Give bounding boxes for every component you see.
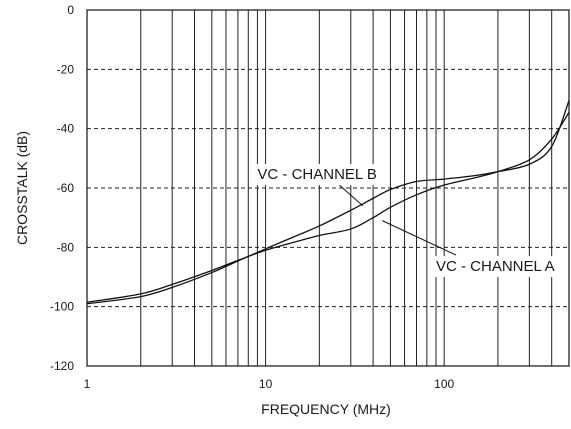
- y-tick-label: -40: [57, 122, 75, 136]
- grid-layer: [87, 10, 569, 366]
- annotation-background: [253, 164, 381, 186]
- series-line-vc-channel-b: [86, 100, 570, 305]
- annotation-background: [432, 256, 559, 278]
- annotation-leader-vc-channel-a: [382, 220, 457, 256]
- y-axis-label: CROSSTALK (dB): [14, 131, 30, 245]
- tick-label-layer: 0 -20 -40 -60 -80 -100 -120 1 10 100: [50, 3, 455, 391]
- y-tick-label: -20: [57, 62, 75, 76]
- annotation-leader-vc-channel-b: [339, 184, 364, 207]
- series-layer: [86, 100, 570, 305]
- x-axis-label: FREQUENCY (MHz): [261, 401, 391, 417]
- y-tick-label: -100: [50, 300, 74, 314]
- plot-border: [86, 9, 570, 367]
- y-tick-label: -80: [57, 240, 75, 254]
- x-tick-label: 1: [84, 377, 91, 391]
- y-tick-label: 0: [67, 3, 74, 17]
- x-tick-label: 10: [259, 377, 273, 391]
- annotation-label-vc-channel-b: VC - CHANNEL B: [257, 166, 376, 183]
- annotation-layer: VC - CHANNEL B VC - CHANNEL A: [253, 164, 559, 278]
- plot-frame: [86, 9, 570, 367]
- annotation-label-vc-channel-a: VC - CHANNEL A: [436, 258, 555, 275]
- y-tick-label: -120: [50, 359, 74, 373]
- y-tick-label: -60: [57, 181, 75, 195]
- x-tick-label: 100: [434, 377, 454, 391]
